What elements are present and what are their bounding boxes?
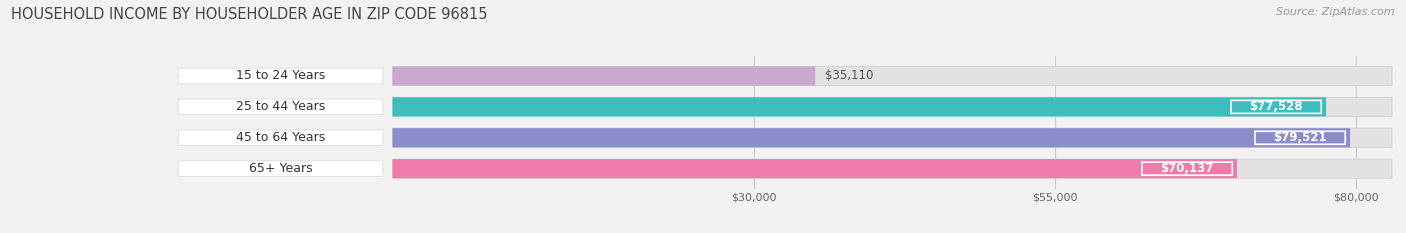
FancyBboxPatch shape [179, 161, 382, 177]
FancyBboxPatch shape [392, 159, 1237, 178]
Text: 15 to 24 Years: 15 to 24 Years [236, 69, 325, 82]
Text: Source: ZipAtlas.com: Source: ZipAtlas.com [1277, 7, 1395, 17]
FancyBboxPatch shape [179, 99, 382, 115]
FancyBboxPatch shape [1230, 100, 1322, 113]
Text: 65+ Years: 65+ Years [249, 162, 312, 175]
FancyBboxPatch shape [1256, 131, 1346, 144]
FancyBboxPatch shape [392, 97, 1326, 116]
FancyBboxPatch shape [179, 68, 382, 84]
FancyBboxPatch shape [1142, 162, 1232, 175]
FancyBboxPatch shape [392, 66, 1392, 86]
Text: $70,137: $70,137 [1160, 162, 1213, 175]
Text: 45 to 64 Years: 45 to 64 Years [236, 131, 325, 144]
FancyBboxPatch shape [392, 128, 1392, 147]
FancyBboxPatch shape [179, 130, 382, 146]
Text: $35,110: $35,110 [825, 69, 873, 82]
Text: $79,521: $79,521 [1274, 131, 1327, 144]
Text: 25 to 44 Years: 25 to 44 Years [236, 100, 325, 113]
Text: HOUSEHOLD INCOME BY HOUSEHOLDER AGE IN ZIP CODE 96815: HOUSEHOLD INCOME BY HOUSEHOLDER AGE IN Z… [11, 7, 488, 22]
Text: $77,528: $77,528 [1250, 100, 1303, 113]
FancyBboxPatch shape [392, 97, 1392, 116]
FancyBboxPatch shape [392, 159, 1392, 178]
FancyBboxPatch shape [392, 128, 1350, 147]
FancyBboxPatch shape [392, 66, 815, 86]
